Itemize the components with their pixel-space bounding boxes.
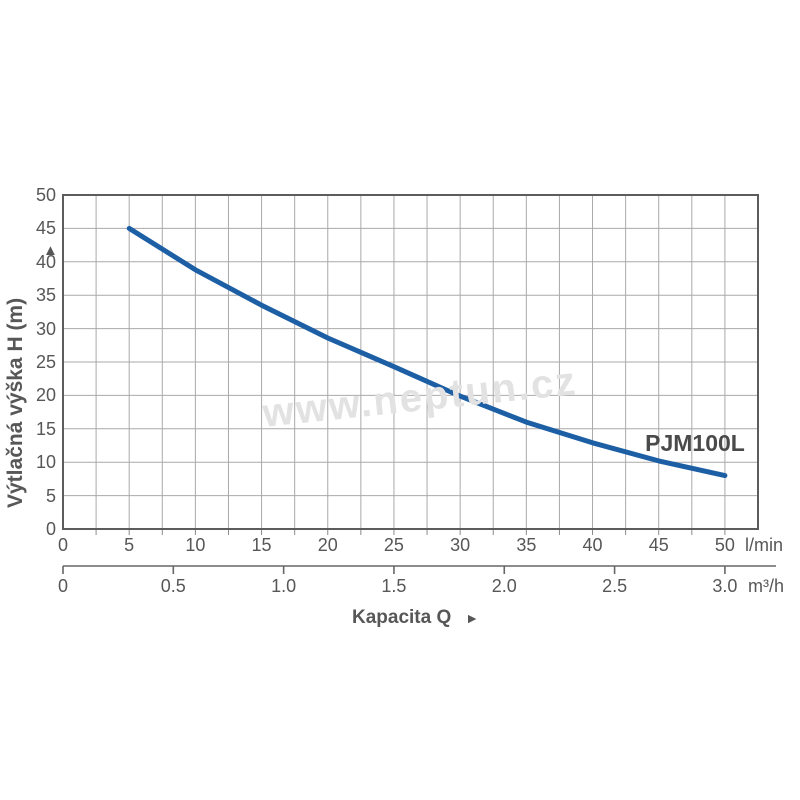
y-axis-up-arrow-icon: ▲ (43, 242, 58, 259)
x-axis-title: Kapacita Q (352, 607, 452, 628)
x-tick-label: 50 (714, 535, 735, 555)
x-tick-label: 5 (124, 535, 135, 555)
plot-border (62, 194, 759, 530)
x2-tick-label: 1.5 (381, 576, 407, 596)
axes (62, 194, 776, 574)
y-tick-label: 10 (35, 452, 56, 473)
x-tick-label: 35 (516, 535, 537, 555)
x2-tick-label: 2.0 (491, 576, 517, 596)
x2-tick-label: 0 (57, 576, 68, 596)
y-axis-title: Výtlačná výška H (m) (4, 297, 27, 508)
y-tick-label: 20 (35, 385, 56, 406)
y-tick-label: 30 (35, 318, 56, 339)
x2-tick-label: 0.5 (160, 576, 186, 596)
grid-lines (63, 195, 758, 529)
y-tick-label: 15 (35, 418, 56, 439)
y-tick-label: 0 (45, 519, 56, 539)
x-tick-label: 30 (450, 535, 471, 555)
x2-tick-label: 1.0 (271, 576, 297, 596)
x-axis-right-arrow-icon: ► (465, 609, 480, 626)
y-tick-label: 5 (45, 485, 56, 506)
y-tick-label: 40 (35, 251, 56, 272)
y-tick-label: 45 (35, 218, 56, 239)
x-axis-title-row: Kapacita Q ► (352, 606, 479, 629)
y-tick-label: 50 (35, 185, 56, 205)
x-tick-label: 40 (582, 535, 603, 555)
unit-label-lmin: l/min (745, 535, 784, 555)
x2-tick-label: 3.0 (712, 576, 738, 596)
series-label-pjm100l: PJM100L (645, 430, 745, 456)
pump-curve (126, 225, 728, 479)
x-tick-label: 45 (648, 535, 669, 555)
x-tick-label: 10 (185, 535, 206, 555)
y-tick-label: 25 (35, 352, 56, 372)
x-tick-label: 0 (57, 535, 68, 555)
x-tick-label: 15 (251, 535, 272, 555)
x2-tick-label: 2.5 (602, 576, 628, 596)
pump-curve-path (126, 225, 728, 479)
x-tick-label: 20 (317, 535, 338, 555)
unit-label-m3h: m³/h (748, 576, 784, 596)
x-tick-label: 25 (383, 535, 404, 555)
y-tick-label: 35 (35, 285, 56, 306)
